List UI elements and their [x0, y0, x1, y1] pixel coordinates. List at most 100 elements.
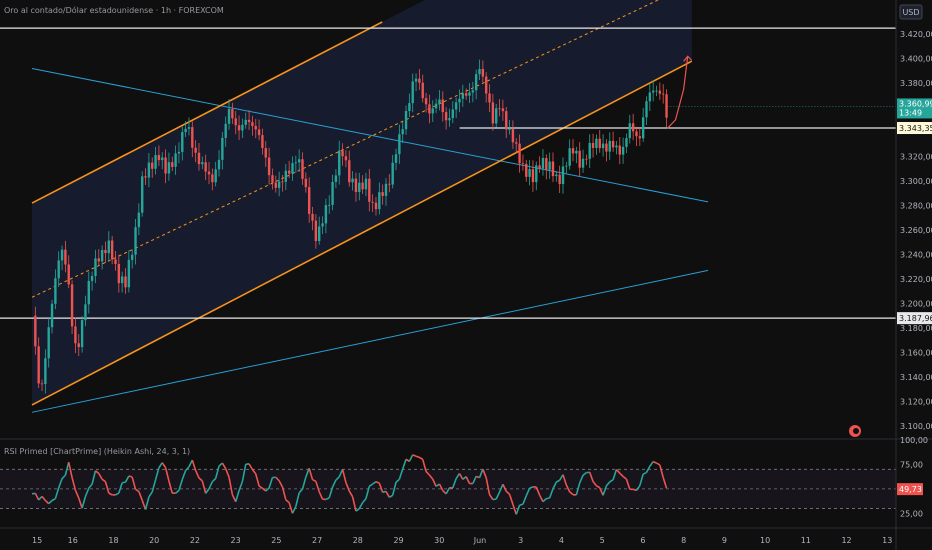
candle-body-172	[608, 140, 611, 152]
candle-body-26	[120, 276, 124, 284]
rsi-seg-14	[77, 497, 83, 509]
price-tick-12: 3.180,00	[900, 324, 932, 333]
time-tick-12: 3	[518, 536, 523, 545]
rsi-seg-132	[472, 475, 477, 484]
rsi-seg-156	[552, 481, 558, 490]
current-price-value: 3.360,99	[899, 99, 932, 108]
rsi-seg-48	[191, 459, 197, 471]
candle-body-52	[207, 171, 211, 175]
candle-body-173	[611, 140, 615, 148]
rsi-seg-37	[154, 467, 160, 480]
time-tick-18: 10	[760, 536, 770, 545]
candle-body-167	[591, 142, 595, 148]
rsi-seg-143	[508, 494, 514, 505]
candle-body-110	[401, 129, 404, 135]
rsi-seg-117	[421, 459, 427, 472]
rsi-seg-175	[615, 468, 621, 474]
candle-body-132	[474, 74, 478, 91]
candle-body-119	[431, 108, 434, 114]
currency-button-frame[interactable]	[899, 4, 923, 20]
trend-line-1	[31, 269, 709, 413]
candle-body-123	[444, 112, 448, 121]
rsi-seg-82	[305, 468, 310, 478]
rsi-seg-163	[575, 482, 581, 496]
candle-body-183	[645, 101, 648, 118]
candle-body-90	[334, 175, 338, 182]
rsi-seg-12	[71, 477, 77, 491]
currency-label[interactable]: USD	[902, 8, 919, 17]
rsi-seg-33	[141, 499, 147, 510]
rsi-seg-185	[649, 461, 654, 467]
rsi-seg-169	[596, 485, 601, 489]
candle-body-186	[655, 90, 658, 92]
candle-body-14	[80, 320, 84, 348]
candle-body-168	[595, 138, 598, 148]
rsi-seg-188	[659, 464, 664, 478]
candle-body-5	[50, 303, 54, 328]
channel-line-0	[31, 21, 383, 204]
rsi-seg-65	[248, 463, 254, 470]
candle-body-79	[297, 159, 301, 163]
rsi-seg-36	[151, 479, 157, 493]
candle-body-30	[134, 227, 137, 255]
candle-body-66	[254, 126, 257, 130]
channel-fill	[32, 0, 692, 405]
candle-body-174	[615, 145, 618, 148]
candle-body-53	[211, 174, 214, 183]
rsi-seg-77	[288, 502, 294, 514]
alert-logo-core[interactable]	[853, 428, 859, 434]
rsi-seg-126	[452, 478, 457, 489]
rsi-seg-142	[505, 490, 511, 495]
rsi-seg-108	[391, 482, 397, 496]
candle-body-59	[231, 108, 234, 119]
candle-body-74	[281, 181, 284, 183]
price-tick-14: 3.140,00	[900, 373, 932, 382]
rsi-seg-95	[348, 490, 354, 498]
candle-body-57	[224, 123, 227, 138]
alert-logo-icon[interactable]	[849, 425, 861, 437]
rsi-seg-83	[308, 468, 314, 480]
candle-body-63	[244, 119, 247, 125]
time-tick-2: 18	[108, 536, 118, 545]
rsi-seg-54	[211, 477, 217, 483]
rsi-seg-69	[261, 487, 267, 492]
candle-body-18	[94, 258, 97, 276]
candle-body-34	[147, 162, 151, 178]
time-tick-4: 22	[190, 536, 200, 545]
candle-body-105	[384, 183, 388, 196]
rsi-seg-80	[298, 488, 304, 494]
candle-body-144	[515, 142, 518, 144]
candle-body-101	[371, 201, 374, 203]
candle-body-157	[558, 174, 561, 185]
currency-button[interactable]: USD	[899, 4, 923, 20]
time-tick-11: Jun	[473, 536, 487, 545]
rsi-pane[interactable]	[0, 454, 896, 515]
rsi-seg-183	[642, 471, 647, 475]
candle-body-0	[34, 315, 37, 347]
rsi-tick-0: 100,00	[900, 436, 928, 445]
rsi-seg-135	[482, 468, 487, 479]
rsi-seg-104	[378, 482, 384, 493]
candle-body-61	[237, 125, 241, 131]
rsi-seg-101	[368, 483, 374, 487]
time-tick-1: 16	[68, 536, 78, 545]
candle-body-78	[294, 162, 298, 164]
candle-body-131	[471, 90, 475, 93]
rsi-seg-186	[652, 460, 657, 464]
rsi-seg-85	[315, 481, 320, 493]
price-pane[interactable]	[0, 0, 896, 438]
candle-body-25	[117, 264, 121, 284]
current-price-tag	[897, 98, 932, 119]
rsi-seg-47	[188, 459, 194, 468]
candle-body-55	[217, 159, 221, 170]
rsi-seg-178	[625, 478, 631, 490]
candle-body-162	[575, 150, 578, 154]
rsi-seg-167	[588, 471, 594, 482]
rsi-seg-136	[485, 477, 491, 495]
current-price-countdown: 13:49	[899, 108, 922, 117]
rsi-seg-102	[372, 481, 377, 485]
rsi-seg-7	[54, 487, 60, 499]
rsi-seg-99	[362, 498, 367, 504]
